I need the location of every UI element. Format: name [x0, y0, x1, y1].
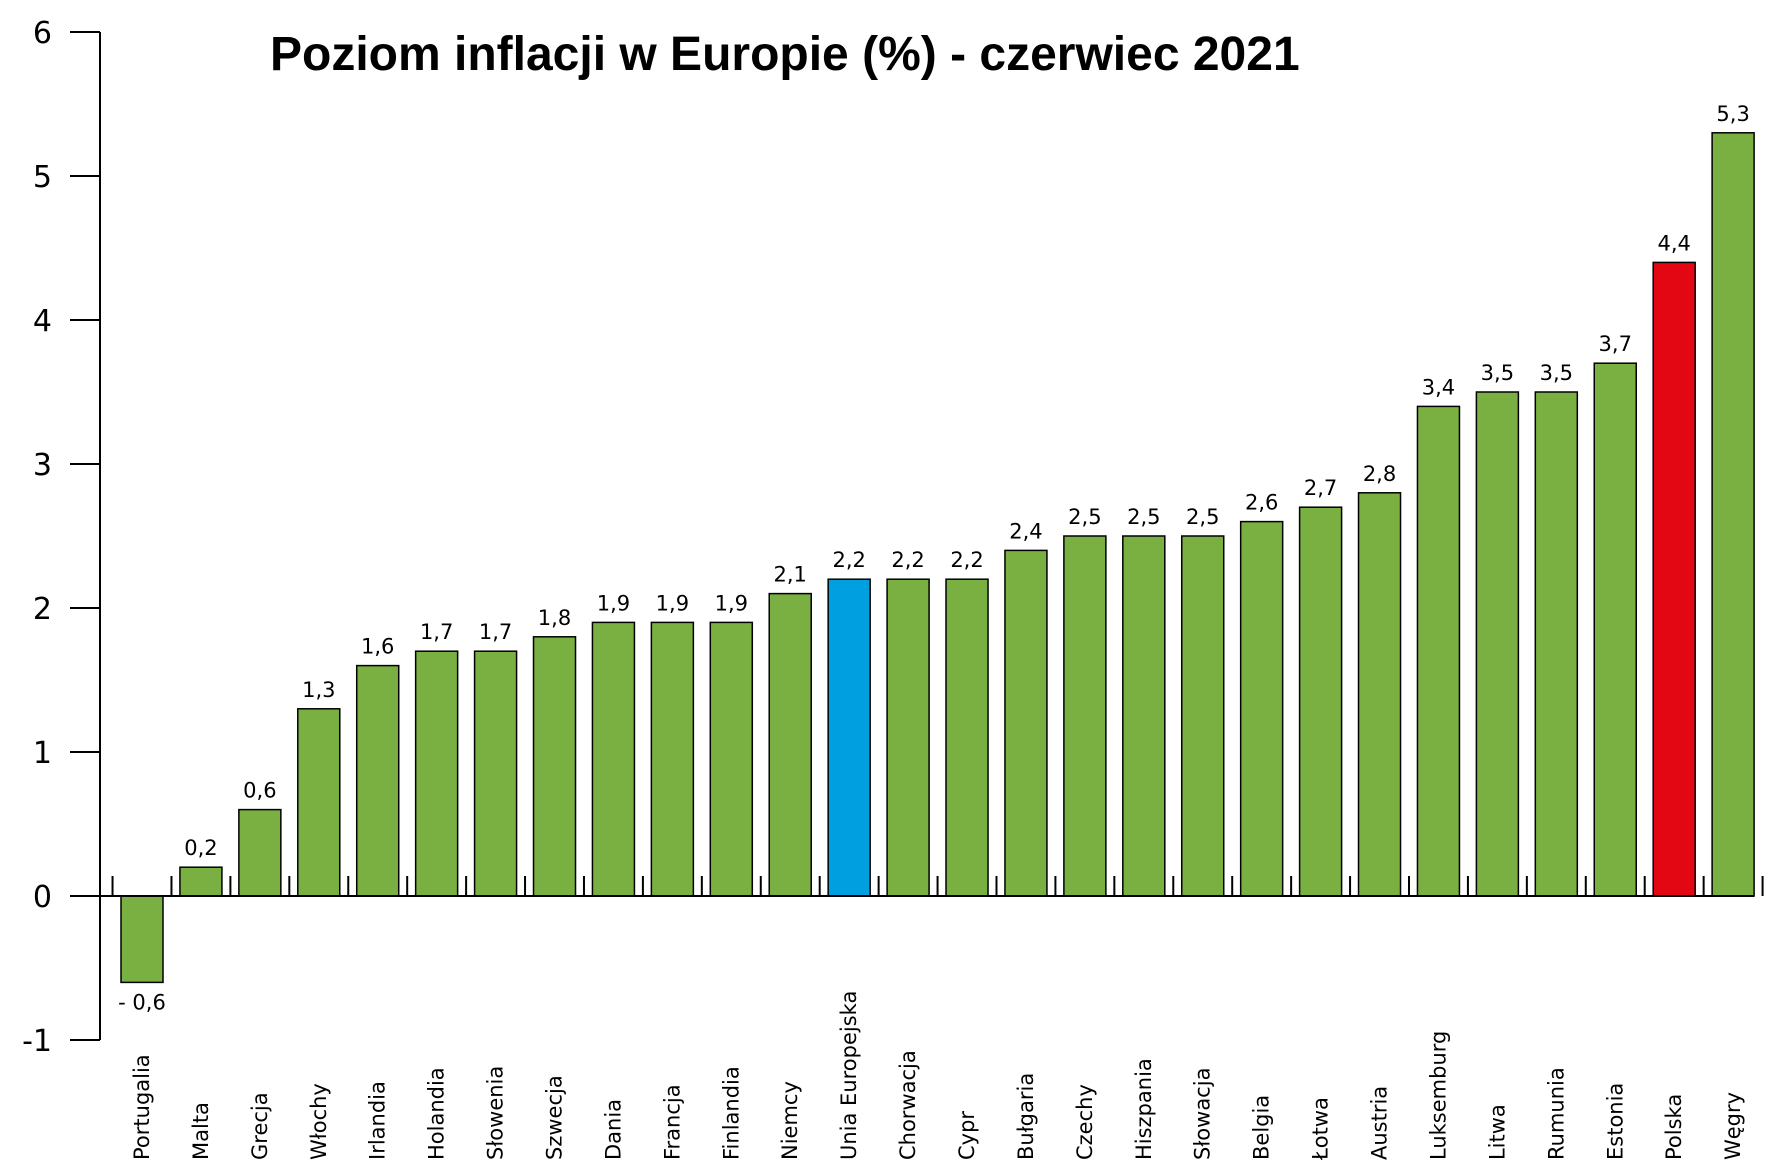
data-label: 1,6	[361, 635, 394, 659]
x-tick-label: Litwa	[1485, 1104, 1509, 1160]
bar	[1357, 492, 1402, 897]
data-label: 2,6	[1245, 491, 1278, 515]
x-tick-label: Słowacja	[1191, 1068, 1215, 1160]
bar	[1122, 535, 1166, 897]
y-tick-label: -1	[22, 1024, 52, 1059]
data-label: 2,2	[832, 548, 865, 572]
data-label: 3,5	[1540, 361, 1573, 385]
data-label: 2,2	[950, 548, 983, 572]
y-tick-label: 2	[33, 592, 52, 627]
data-label: 0,6	[243, 779, 276, 803]
bar	[297, 708, 341, 897]
x-tick-label: Estonia	[1603, 1083, 1627, 1160]
data-label: 3,7	[1599, 332, 1632, 356]
data-label: 2,4	[1009, 519, 1042, 543]
bar	[1063, 535, 1107, 897]
x-tick-label: Irlandia	[366, 1081, 390, 1160]
bar	[1298, 506, 1343, 897]
data-label: 1,8	[538, 606, 571, 630]
data-label: 3,5	[1481, 361, 1514, 385]
bar	[532, 636, 577, 897]
x-tick-label: Grecja	[248, 1092, 272, 1160]
data-label: 5,3	[1716, 102, 1749, 126]
bar	[1004, 549, 1048, 897]
data-label: 2,2	[891, 548, 924, 572]
bar	[1593, 362, 1637, 897]
bar	[414, 650, 459, 897]
bar	[768, 592, 812, 897]
bar	[1534, 391, 1579, 897]
x-tick-label: Holandia	[425, 1067, 449, 1160]
bar	[709, 621, 754, 897]
bar	[827, 578, 871, 897]
bar	[1180, 535, 1225, 897]
data-label: 0,2	[184, 836, 217, 860]
bar	[1652, 261, 1696, 897]
x-tick-label: Unia Europejska	[837, 991, 861, 1160]
y-tick-label: 5	[33, 160, 52, 195]
bars: - 0,6 0,2 0,6 1,3 1,6 1,7 1,7 1,8 1,9 1,9 1,9 2,1 2,…	[118, 102, 1755, 1014]
x-tick-label: Malta	[189, 1102, 213, 1160]
data-label: - 0,6	[118, 990, 166, 1014]
y-tick-label: 4	[33, 304, 52, 339]
bar	[945, 578, 989, 897]
y-tick-label: 1	[33, 736, 52, 771]
bar	[120, 895, 164, 984]
data-label: 1,7	[420, 620, 453, 644]
x-tick-label: Hiszpania	[1132, 1058, 1156, 1160]
data-label: 3,4	[1422, 375, 1455, 399]
x-tick-label: Szwecja	[543, 1075, 567, 1160]
data-label: 1,7	[479, 620, 512, 644]
data-label: 2,7	[1304, 476, 1337, 500]
chart-title: Poziom inflacji w Europie (%) - czerwiec…	[270, 28, 1300, 81]
bar	[1416, 405, 1461, 897]
y-axis: 6 5 4 3 2 1 0 -1	[22, 16, 101, 1059]
bar	[355, 664, 400, 897]
x-tick-label: Słowenia	[484, 1066, 508, 1160]
x-tick-label: Węgry	[1721, 1092, 1745, 1160]
bar	[179, 866, 223, 897]
x-tick-label: Polska	[1662, 1094, 1686, 1160]
bar	[1711, 132, 1755, 897]
bar	[886, 578, 930, 897]
x-tick-label: Luksemburg	[1426, 1031, 1450, 1160]
x-tick-label: Finlandia	[719, 1066, 743, 1160]
bar	[238, 808, 282, 897]
x-tick-label: Belgia	[1250, 1095, 1274, 1160]
x-tick-label: Chorwacja	[896, 1050, 920, 1160]
x-tick-label: Dania	[601, 1099, 625, 1160]
bar	[1475, 391, 1520, 897]
data-label: 2,5	[1186, 505, 1219, 529]
x-axis: Portugalia Malta Grecja Włochy Irlandia Holan…	[100, 876, 1764, 1161]
bar	[473, 650, 518, 897]
y-tick-label: 6	[33, 16, 52, 51]
x-tick-label: Łotwa	[1309, 1097, 1333, 1161]
bar	[650, 621, 695, 897]
x-tick-label: Rumunia	[1544, 1067, 1568, 1160]
bar	[1239, 520, 1284, 897]
y-tick-label: 3	[33, 448, 52, 483]
data-label: 2,1	[774, 563, 807, 587]
data-label: 1,9	[597, 591, 630, 615]
data-label: 2,8	[1363, 462, 1396, 486]
y-tick-label: 0	[33, 880, 52, 915]
x-tick-label: Czechy	[1073, 1084, 1097, 1160]
bar	[591, 621, 636, 897]
data-label: 2,5	[1068, 505, 1101, 529]
data-label: 1,9	[715, 591, 748, 615]
x-tick-label: Niemcy	[778, 1081, 802, 1160]
x-tick-label: Cypr	[955, 1111, 979, 1160]
data-label: 4,4	[1657, 231, 1690, 255]
x-tick-label: Włochy	[307, 1083, 331, 1160]
x-tick-label: Bułgaria	[1014, 1073, 1038, 1160]
data-label: 1,3	[302, 678, 335, 702]
x-tick-label: Austria	[1368, 1086, 1392, 1160]
x-tick-label: Francja	[660, 1084, 684, 1160]
data-label: 1,9	[656, 591, 689, 615]
data-label: 2,5	[1127, 505, 1160, 529]
x-tick-label: Portugalia	[130, 1054, 154, 1160]
